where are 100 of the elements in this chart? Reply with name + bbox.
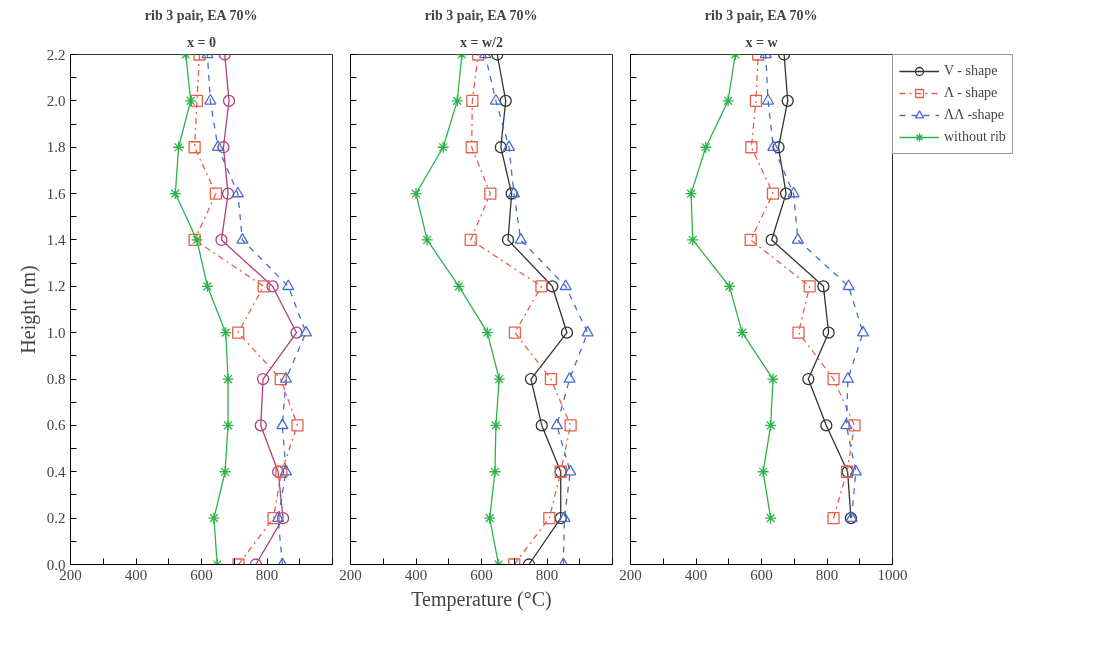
point xyxy=(765,233,778,247)
point xyxy=(560,326,574,339)
point xyxy=(803,280,816,293)
point xyxy=(840,418,853,430)
point xyxy=(201,280,214,293)
x-tick-label: 800 xyxy=(535,566,559,583)
x-tick-label: 600 xyxy=(470,566,493,583)
point xyxy=(221,372,235,386)
legend-label: V - shape xyxy=(944,63,998,79)
chart-subtitle: x = w/2 xyxy=(460,34,503,50)
point xyxy=(766,372,780,386)
point xyxy=(802,372,815,386)
point xyxy=(563,372,576,383)
x-tick-label: 400 xyxy=(404,566,428,583)
point xyxy=(686,233,699,247)
x-tick-label: 200 xyxy=(339,566,362,583)
chart-subtitle: x = 0 xyxy=(187,34,216,50)
point xyxy=(501,233,515,247)
point xyxy=(745,141,758,154)
point xyxy=(489,93,503,105)
point xyxy=(535,419,548,432)
point xyxy=(791,232,804,244)
y-tick-label: 1.0 xyxy=(46,324,66,341)
point xyxy=(502,140,516,152)
point xyxy=(222,94,236,107)
point xyxy=(508,326,522,339)
point xyxy=(464,233,477,247)
y-tick-label: 0.2 xyxy=(46,510,66,527)
point xyxy=(761,93,775,105)
point xyxy=(817,280,830,293)
y-tick-label: 0.4 xyxy=(46,463,66,480)
point xyxy=(524,372,538,386)
point xyxy=(848,419,861,432)
point xyxy=(291,419,304,432)
point xyxy=(274,372,287,386)
y-tick-label: 2.2 xyxy=(46,46,66,63)
y-tick-label: 1.8 xyxy=(46,139,66,156)
point xyxy=(849,464,862,476)
point xyxy=(767,140,780,152)
point xyxy=(256,372,270,386)
point xyxy=(172,141,185,154)
y-tick-label: 1.2 xyxy=(46,278,66,295)
point xyxy=(221,419,235,432)
point xyxy=(466,94,479,108)
legend-label: without rib xyxy=(944,129,1006,145)
point xyxy=(842,279,855,291)
point xyxy=(756,465,770,478)
point xyxy=(546,280,559,293)
point xyxy=(266,280,279,293)
point xyxy=(217,141,230,154)
point xyxy=(451,94,464,108)
point xyxy=(766,187,780,200)
point xyxy=(257,280,270,293)
point xyxy=(276,512,290,525)
point xyxy=(204,93,217,105)
point xyxy=(481,326,494,339)
point xyxy=(276,418,289,430)
y-tick-label: 1.6 xyxy=(46,185,66,202)
legend-label: ΛΛ -shape xyxy=(944,107,1004,123)
y-tick-label: 2.0 xyxy=(46,92,66,109)
point xyxy=(232,326,245,339)
point xyxy=(209,187,223,200)
chart-subtitle: x = w xyxy=(745,34,779,50)
y-tick-label: 0.8 xyxy=(46,371,66,388)
point xyxy=(558,511,571,522)
point xyxy=(792,326,805,339)
point xyxy=(190,94,204,108)
x-tick-label: 400 xyxy=(684,566,708,583)
point xyxy=(493,372,506,386)
point xyxy=(215,233,228,247)
y-tick-label: 0.6 xyxy=(46,417,66,434)
point xyxy=(564,464,577,476)
point xyxy=(856,325,870,337)
chart-title: rib 3 pair, EA 70% xyxy=(704,7,818,23)
point xyxy=(267,511,280,525)
point xyxy=(452,280,466,293)
point xyxy=(279,464,293,476)
y-tick-label: 1.4 xyxy=(46,231,66,248)
point xyxy=(218,465,232,478)
point xyxy=(841,372,855,383)
chart-title: rib 3 pair, EA 70% xyxy=(144,7,258,23)
point xyxy=(484,187,497,200)
point xyxy=(488,465,502,478)
point xyxy=(535,280,548,293)
point xyxy=(211,140,225,152)
point xyxy=(827,511,840,525)
point xyxy=(271,511,285,522)
x-tick-label: 600 xyxy=(750,566,773,583)
point xyxy=(550,418,563,430)
point xyxy=(254,419,267,432)
point xyxy=(820,419,833,432)
point xyxy=(221,187,235,200)
point xyxy=(581,325,594,337)
point xyxy=(207,511,221,525)
point xyxy=(736,326,749,339)
point xyxy=(409,187,423,200)
point xyxy=(437,141,450,154)
point xyxy=(744,233,757,247)
point xyxy=(822,326,835,339)
point xyxy=(564,419,577,432)
